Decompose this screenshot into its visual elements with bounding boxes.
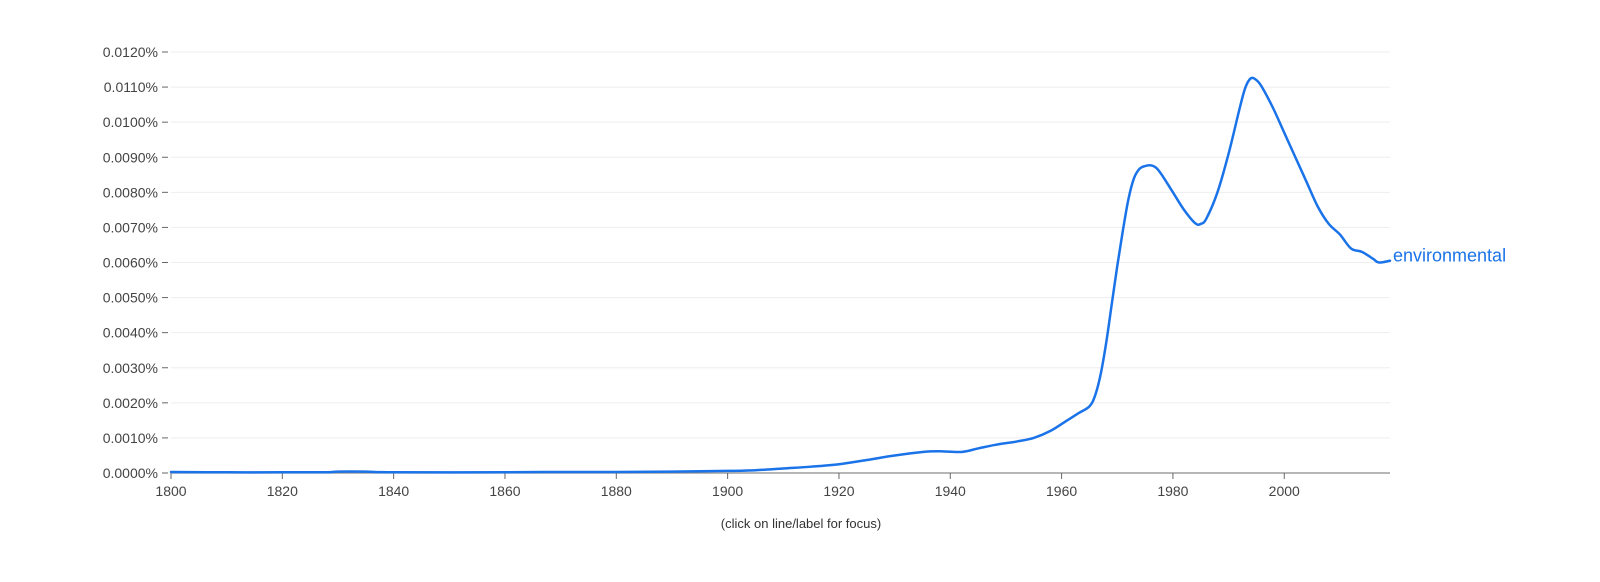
y-tick-label: 0.0020% — [103, 395, 158, 411]
y-tick-label: 0.0070% — [103, 219, 158, 235]
y-tick-label: 0.0050% — [103, 290, 158, 306]
x-tick-label: 1800 — [155, 483, 186, 499]
grid — [171, 51, 1390, 439]
x-tick-label: 1940 — [935, 483, 966, 499]
series-group[interactable]: environmental — [169, 76, 1506, 474]
x-tick-label: 2000 — [1269, 483, 1300, 499]
x-tick-label: 1880 — [601, 483, 632, 499]
y-tick-label: 0.0040% — [103, 325, 158, 341]
y-tick-label: 0.0110% — [104, 79, 158, 95]
y-tick-label: 0.0000% — [103, 465, 158, 481]
y-tick-label: 0.0080% — [103, 184, 158, 200]
series-label-environmental[interactable]: environmental — [1393, 246, 1506, 266]
x-tick-label: 1900 — [712, 483, 743, 499]
y-tick-label: 0.0100% — [103, 114, 158, 130]
y-axis: 0.0000% 0.0010% 0.0020% 0.0030% 0.0040% 0.005… — [103, 44, 168, 481]
y-tick-label: 0.0090% — [103, 149, 158, 165]
x-axis: 1800 1820 1840 1860 1880 1900 1920 1940 1960 1980… — [155, 472, 1390, 499]
y-tick-label: 0.0030% — [103, 360, 158, 376]
x-tick-label: 1860 — [489, 483, 520, 499]
x-tick-label: 1920 — [823, 483, 854, 499]
x-tick-label: 1980 — [1157, 483, 1188, 499]
y-tick-label: 0.0060% — [103, 255, 158, 271]
focus-hint: (click on line/label for focus) — [721, 516, 881, 531]
x-tick-label: 1820 — [267, 483, 298, 499]
x-tick-label: 1960 — [1046, 483, 1077, 499]
x-tick-label: 1840 — [378, 483, 409, 499]
y-tick-label: 0.0120% — [103, 44, 158, 60]
series-line-environmental[interactable] — [169, 76, 1392, 474]
y-tick-label: 0.0010% — [103, 430, 158, 446]
